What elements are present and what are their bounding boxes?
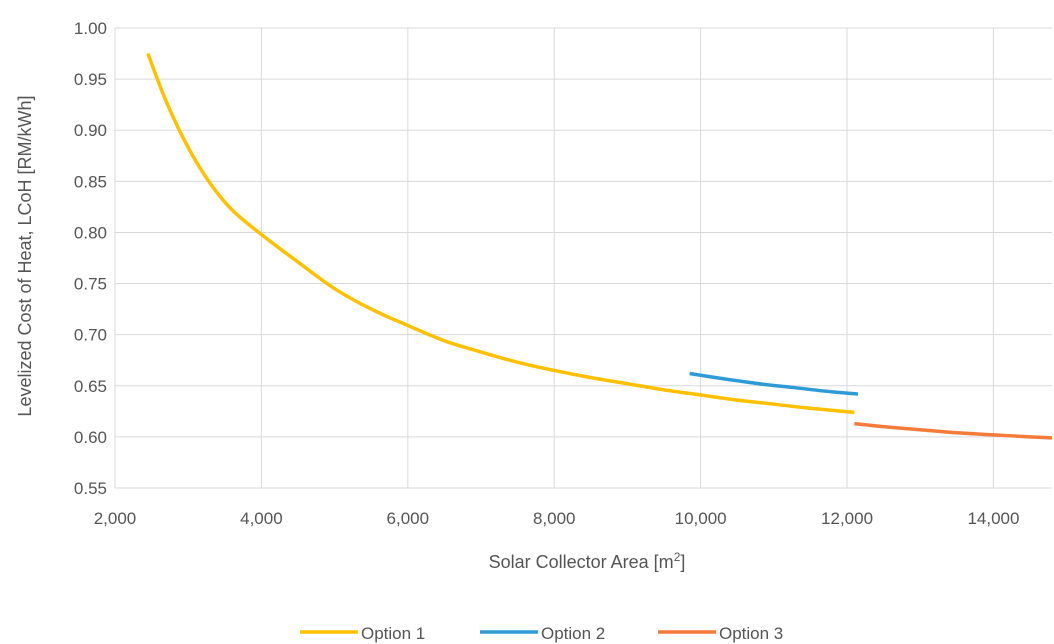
y-tick-label: 0.70 xyxy=(74,326,107,345)
y-tick-label: 0.90 xyxy=(74,121,107,140)
series-line-option-3 xyxy=(854,421,1053,440)
y-tick-label: 0.65 xyxy=(74,377,107,396)
series-lines xyxy=(146,52,1053,440)
x-axis-title: Solar Collector Area [m2] xyxy=(489,550,686,572)
series-line-option-2 xyxy=(689,371,859,396)
y-tick-labels: 0.55 0.60 0.65 0.70 0.75 0.80 0.85 0.90 0.95 1.00 xyxy=(74,19,107,498)
y-tick-label: 0.60 xyxy=(74,428,107,447)
x-tick-label: 12,000 xyxy=(821,509,873,528)
y-axis-title: Levelized Cost of Heat, LCoH [RM/kWh] xyxy=(15,95,35,416)
y-tick-label: 0.80 xyxy=(74,223,107,242)
x-tick-label: 8,000 xyxy=(533,509,576,528)
x-axis-title-sup: 2 xyxy=(674,550,681,564)
y-tick-label: 0.55 xyxy=(74,479,107,498)
legend-label: Option 1 xyxy=(361,624,425,643)
x-tick-label: 4,000 xyxy=(240,509,283,528)
x-tick-label: 10,000 xyxy=(675,509,727,528)
y-tick-label: 1.00 xyxy=(74,19,107,38)
gridlines xyxy=(114,27,1052,489)
y-tick-label: 0.75 xyxy=(74,275,107,294)
series-line-option-1 xyxy=(146,52,855,415)
x-tick-label: 14,000 xyxy=(967,509,1019,528)
x-axis-title-suffix: ] xyxy=(680,552,685,572)
y-tick-label: 0.85 xyxy=(74,172,107,191)
x-axis-title-main: Solar Collector Area [m xyxy=(489,552,674,572)
legend-label: Option 3 xyxy=(719,624,783,643)
x-tick-label: 6,000 xyxy=(387,509,430,528)
legend: Option 1 Option 2 Option 3 xyxy=(300,624,783,643)
x-tick-label: 2,000 xyxy=(94,509,137,528)
x-tick-labels: 2,000 4,000 6,000 8,000 10,000 12,000 14,000 xyxy=(94,509,1020,528)
legend-label: Option 2 xyxy=(541,624,605,643)
y-tick-label: 0.95 xyxy=(74,70,107,89)
